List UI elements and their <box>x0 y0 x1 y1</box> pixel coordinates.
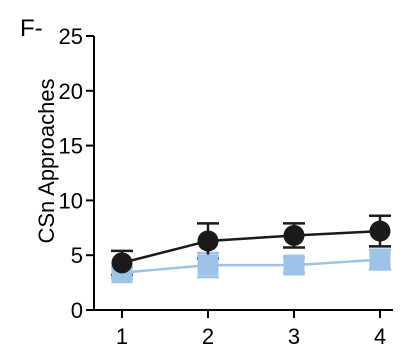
x-tick-label: 3 <box>288 324 300 349</box>
x-tick-label: 4 <box>374 324 386 349</box>
data-point-square <box>197 254 219 276</box>
data-point-square <box>283 254 305 276</box>
data-point-square <box>369 249 391 271</box>
data-point-circle <box>111 252 133 274</box>
data-point-circle <box>283 224 305 246</box>
y-tick-label: 25 <box>59 24 83 49</box>
axes: 0 5 10 15 20 25 1 2 3 4 <box>59 24 393 349</box>
y-tick-label: 5 <box>71 243 83 268</box>
x-tick-label: 1 <box>116 324 128 349</box>
data-point-circle <box>369 220 391 242</box>
y-tick-label: 10 <box>59 188 83 213</box>
y-tick-label: 20 <box>59 79 83 104</box>
y-tick-label: 15 <box>59 134 83 159</box>
panel-label: F- <box>20 15 43 42</box>
series-line <box>121 229 381 265</box>
data-point-circle <box>197 230 219 252</box>
y-tick-label: 0 <box>71 298 83 323</box>
series-line <box>121 258 381 274</box>
x-tick-label: 2 <box>202 324 214 349</box>
y-axis-label: CSn Approaches <box>34 78 59 243</box>
series-layer <box>111 214 391 284</box>
